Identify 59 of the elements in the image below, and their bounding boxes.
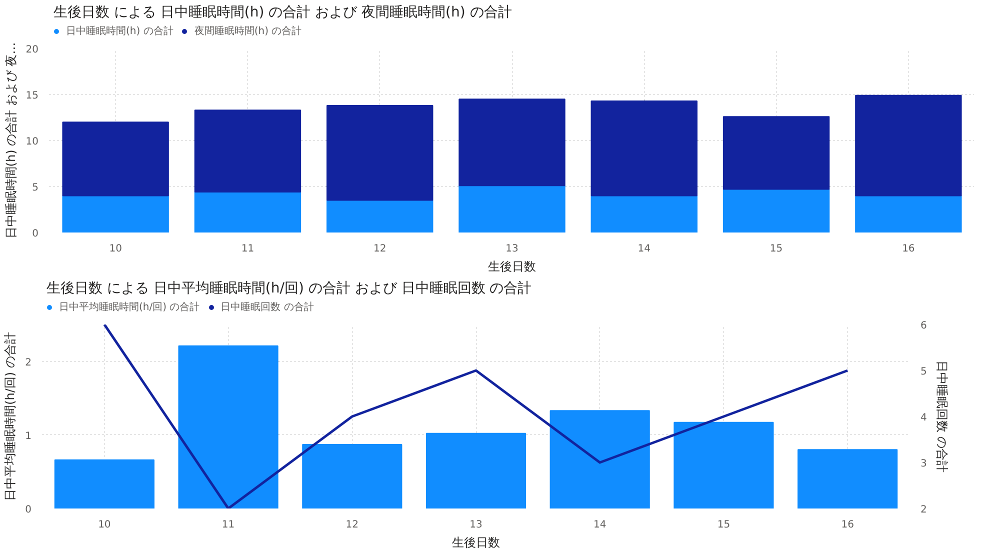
x-tick-label: 15 (770, 244, 783, 254)
bar (54, 459, 154, 508)
bar (178, 345, 278, 508)
x-axis-title: 生後日数 (488, 260, 536, 274)
y-axis-title: 日中平均睡眠時間(h/回) の合計 (3, 332, 18, 501)
x-tick-label: 14 (638, 244, 651, 254)
bar (855, 195, 962, 232)
x-tick-label: 16 (841, 520, 854, 530)
y-tick-label: 0 (32, 228, 39, 240)
y2-tick-label: 6 (920, 320, 927, 332)
bar (302, 444, 402, 508)
x-tick-label: 13 (506, 244, 518, 254)
x-tick-label: 12 (346, 520, 359, 530)
x-axis-title: 生後日数 (452, 536, 500, 550)
y-tick-label: 10 (26, 136, 39, 148)
bar (590, 100, 698, 196)
x-tick-label: 14 (593, 520, 606, 530)
bar (458, 185, 566, 232)
bar (194, 192, 302, 232)
x-tick-label: 11 (222, 520, 235, 530)
y-axis-title: 日中睡眠時間(h) の合計 および 夜… (4, 42, 18, 239)
bar (458, 98, 566, 186)
bar (674, 422, 774, 508)
x-tick-label: 12 (373, 244, 386, 254)
y-tick-label: 5 (32, 182, 39, 194)
x-tick-label: 10 (98, 520, 111, 530)
x-tick-label: 11 (241, 244, 254, 254)
bar (62, 122, 169, 196)
x-tick-label: 16 (902, 244, 915, 254)
bar (590, 195, 698, 232)
bar (722, 116, 830, 190)
legend-label: 日中睡眠時間(h) の合計 (66, 24, 174, 38)
y-tick-label: 0 (25, 504, 32, 516)
y-tick-label: 20 (26, 44, 39, 56)
bar (326, 200, 434, 232)
legend-label: 夜間睡眠時間(h) の合計 (194, 24, 302, 38)
bar (326, 105, 434, 201)
x-tick-label: 15 (717, 520, 730, 530)
bar (194, 110, 302, 193)
x-tick-label: 13 (470, 520, 482, 530)
y-tick-label: 1 (25, 430, 32, 442)
y2-axis-title: 日中睡眠回数 の合計 (934, 360, 949, 472)
y2-tick-label: 2 (920, 504, 927, 516)
bar (798, 449, 898, 508)
chart-title: 生後日数 による 日中睡眠時間(h) の合計 および 夜間睡眠時間(h) の合計 (54, 4, 512, 20)
bar (426, 432, 526, 508)
legend-label: 日中睡眠回数 の合計 (220, 300, 314, 314)
x-tick-label: 10 (109, 244, 122, 254)
y2-tick-label: 5 (920, 366, 927, 378)
bar (855, 94, 962, 196)
legend-label: 日中平均睡眠時間(h/回) の合計 (59, 300, 200, 314)
y2-tick-label: 4 (920, 412, 927, 424)
chart-title: 生後日数 による 日中平均睡眠時間(h/回) の合計 および 日中睡眠回数 の合計 (46, 280, 532, 296)
y-tick-label: 2 (25, 357, 32, 368)
bar (722, 188, 830, 232)
y-tick-label: 15 (26, 90, 39, 102)
bar (550, 410, 650, 508)
y2-tick-label: 3 (920, 458, 927, 470)
bar (62, 195, 169, 232)
